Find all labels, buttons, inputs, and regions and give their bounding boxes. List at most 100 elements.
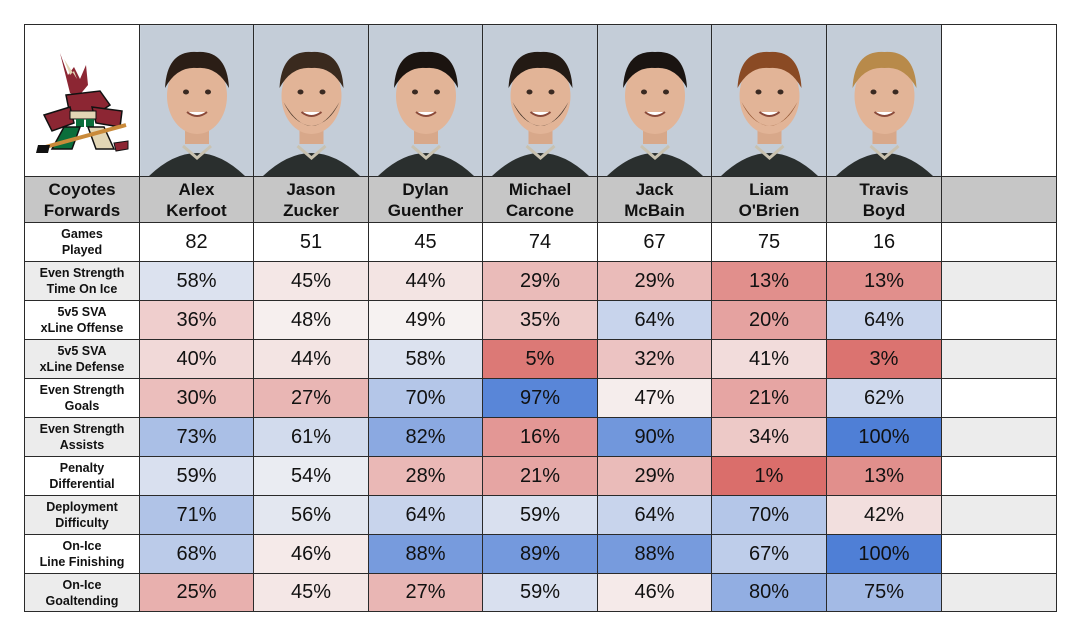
games-played-value: 45 — [368, 222, 483, 262]
heatmap-cell: 36% — [139, 300, 254, 340]
heatmap-cell: 73% — [139, 417, 254, 457]
heatmap-cell: 32% — [597, 339, 712, 379]
heatmap-cell: 70% — [711, 495, 827, 535]
heatmap-cell: 62% — [826, 378, 942, 418]
heatmap-cell: 13% — [711, 261, 827, 301]
metric-label: Deployment Difficulty — [24, 495, 140, 535]
heatmap-cell: 59% — [139, 456, 254, 496]
heatmap-cell: 25% — [139, 573, 254, 612]
heatmap-cell: 41% — [711, 339, 827, 379]
heatmap-cell: 5% — [482, 339, 598, 379]
heatmap-cell: 44% — [253, 339, 369, 379]
games-played-value: 16 — [826, 222, 942, 262]
heatmap-cell: 29% — [482, 261, 598, 301]
heatmap-cell: 54% — [253, 456, 369, 496]
player-photo — [253, 24, 369, 177]
metric-label: On-Ice Goaltending — [24, 573, 140, 612]
player-name: Travis Boyd — [826, 176, 942, 223]
heatmap-cell: 20% — [711, 300, 827, 340]
player-photo — [368, 24, 483, 177]
heatmap-cell: 21% — [711, 378, 827, 418]
heatmap-cell: 46% — [597, 573, 712, 612]
heatmap-cell: 28% — [368, 456, 483, 496]
coyote-logo-icon — [36, 52, 129, 153]
player-photo — [482, 24, 598, 177]
heatmap-cell: 90% — [597, 417, 712, 457]
heatmap-cell: 64% — [597, 495, 712, 535]
player-name: Liam O'Brien — [711, 176, 827, 223]
player-name: Alex Kerfoot — [139, 176, 254, 223]
heatmap-cell: 100% — [826, 417, 942, 457]
heatmap-cell: 29% — [597, 456, 712, 496]
heatmap-cell: 58% — [139, 261, 254, 301]
player-name: Dylan Guenther — [368, 176, 483, 223]
games-played-value: 67 — [597, 222, 712, 262]
heatmap-cell: 71% — [139, 495, 254, 535]
empty-cell — [941, 378, 1057, 418]
games-played-value: 82 — [139, 222, 254, 262]
empty-header-cell — [941, 176, 1057, 223]
player-name: Jack McBain — [597, 176, 712, 223]
player-photo — [826, 24, 942, 177]
metric-label: 5v5 SVA xLine Offense — [24, 300, 140, 340]
team-logo-cell — [24, 24, 140, 177]
games-played-value: 75 — [711, 222, 827, 262]
player-photo — [711, 24, 827, 177]
heatmap-cell: 64% — [826, 300, 942, 340]
heatmap-cell: 82% — [368, 417, 483, 457]
player-portrait-icon — [598, 25, 711, 176]
heatmap-cell: 75% — [826, 573, 942, 612]
heatmap-cell: 45% — [253, 573, 369, 612]
heatmap-cell: 89% — [482, 534, 598, 574]
heatmap-cell: 21% — [482, 456, 598, 496]
heatmap-cell: 68% — [139, 534, 254, 574]
heatmap-cell: 67% — [711, 534, 827, 574]
metric-label: On-Ice Line Finishing — [24, 534, 140, 574]
empty-cell — [941, 222, 1057, 262]
metric-label-games-played: Games Played — [24, 222, 140, 262]
empty-cell — [941, 573, 1057, 612]
empty-cell — [941, 261, 1057, 301]
heatmap-cell: 64% — [597, 300, 712, 340]
games-played-value: 51 — [253, 222, 369, 262]
player-portrait-icon — [712, 25, 826, 176]
player-card-table: Coyotes Forwards Alex Kerfoot Jason Zucker… — [24, 24, 1057, 612]
heatmap-cell: 64% — [368, 495, 483, 535]
table-header-label: Coyotes Forwards — [24, 176, 140, 223]
player-portrait-icon — [254, 25, 368, 176]
metric-label: Penalty Differential — [24, 456, 140, 496]
heatmap-cell: 29% — [597, 261, 712, 301]
player-photo — [139, 24, 254, 177]
heatmap-cell: 13% — [826, 456, 942, 496]
heatmap-cell: 59% — [482, 495, 598, 535]
metric-label: Even Strength Assists — [24, 417, 140, 457]
heatmap-cell: 70% — [368, 378, 483, 418]
empty-cell — [941, 339, 1057, 379]
player-name: Jason Zucker — [253, 176, 369, 223]
player-name: Michael Carcone — [482, 176, 598, 223]
heatmap-cell: 16% — [482, 417, 598, 457]
empty-cell — [941, 300, 1057, 340]
heatmap-cell: 56% — [253, 495, 369, 535]
heatmap-cell: 88% — [597, 534, 712, 574]
heatmap-cell: 27% — [253, 378, 369, 418]
heatmap-cell: 80% — [711, 573, 827, 612]
heatmap-cell: 100% — [826, 534, 942, 574]
player-portrait-icon — [140, 25, 253, 176]
heatmap-cell: 59% — [482, 573, 598, 612]
heatmap-cell: 48% — [253, 300, 369, 340]
metric-label: 5v5 SVA xLine Defense — [24, 339, 140, 379]
heatmap-cell: 44% — [368, 261, 483, 301]
empty-photo-cell — [941, 24, 1057, 177]
player-portrait-icon — [483, 25, 597, 176]
games-played-value: 74 — [482, 222, 598, 262]
heatmap-cell: 88% — [368, 534, 483, 574]
heatmap-cell: 30% — [139, 378, 254, 418]
player-photo — [597, 24, 712, 177]
heatmap-cell: 35% — [482, 300, 598, 340]
empty-cell — [941, 417, 1057, 457]
player-portrait-icon — [369, 25, 482, 176]
heatmap-cell: 46% — [253, 534, 369, 574]
heatmap-cell: 45% — [253, 261, 369, 301]
metric-label: Even Strength Time On Ice — [24, 261, 140, 301]
